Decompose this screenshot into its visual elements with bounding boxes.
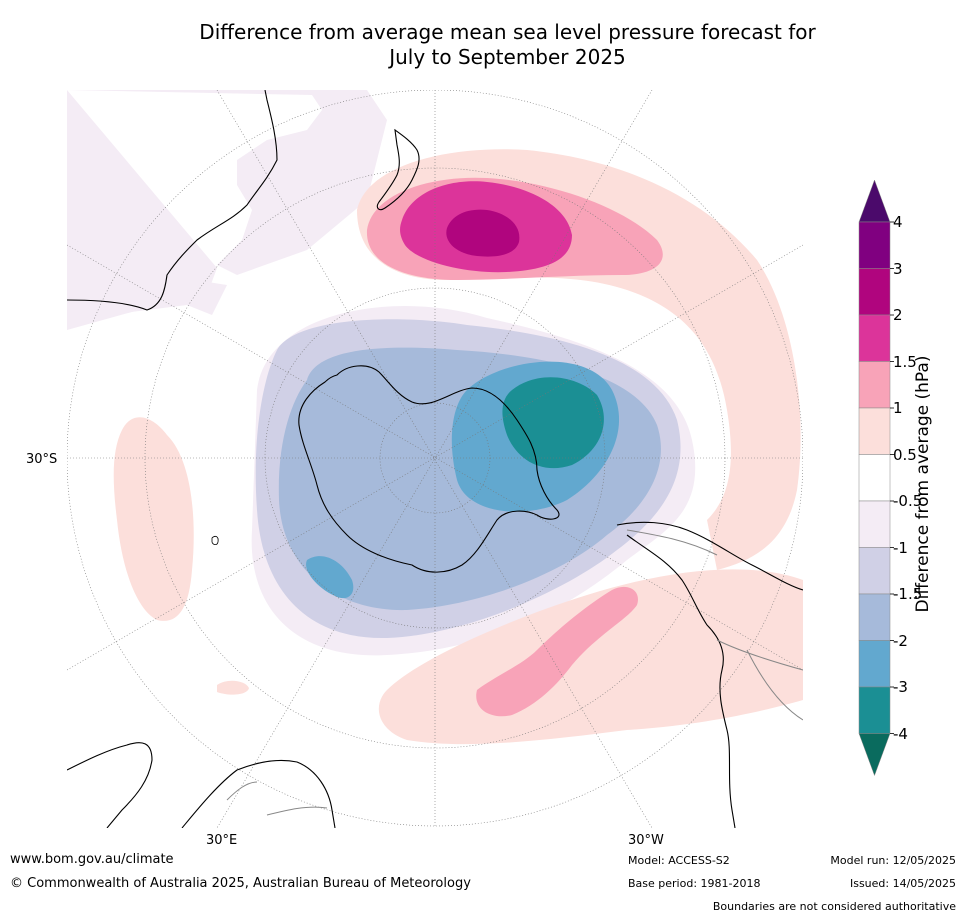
chart-title: Difference from average mean sea level p… (150, 20, 865, 70)
colorbar-bin (858, 361, 891, 409)
footer-disclaimer: Boundaries are not considered authoritat… (712, 900, 956, 913)
colorbar-bin (858, 593, 891, 641)
title-line-1: Difference from average mean sea level p… (199, 20, 816, 44)
colorbar-tick-label: -4 (893, 724, 908, 743)
colorbar-bin (858, 686, 891, 734)
anomaly-neg3 (502, 377, 604, 469)
footer-model-run: Model run: 12/05/2025 (830, 854, 956, 867)
anomaly-neg05-west (67, 260, 227, 320)
colorbar-tick-label: -0.5 (893, 492, 923, 510)
colorbar-bin (858, 547, 891, 595)
africa-borders (226, 781, 328, 816)
new-zealand-outline (376, 128, 420, 211)
colorbar-bin (858, 454, 891, 502)
colorbar-tick-label: -3 (893, 678, 908, 696)
colorbar-tick-label: -1.5 (893, 585, 923, 603)
colorbar-title: Difference from average (hPa) (913, 355, 933, 613)
pressure-anomaly-map (67, 90, 803, 828)
colorbar-bin (858, 407, 891, 455)
colorbar-tick-label: 2 (893, 306, 903, 324)
footer-issued: Issued: 14/05/2025 (849, 877, 956, 890)
colorbar-tick-label: -2 (893, 631, 908, 650)
footer-model: Model: ACCESS-S2 (628, 854, 730, 867)
colorbar-bin (858, 733, 891, 777)
anomaly-neg05-northwest (67, 90, 387, 330)
anomaly-pos1-south (476, 586, 638, 717)
africa-outline (67, 742, 336, 828)
australia-outline (67, 90, 278, 311)
graticule (67, 90, 803, 828)
colorbar (858, 180, 894, 777)
anomaly-pos2 (446, 209, 520, 257)
antarctica-outline (298, 365, 560, 573)
colorbar-bin (858, 180, 891, 223)
colorbar-ticks (890, 221, 894, 734)
colorbar-bin (858, 640, 891, 688)
colorbar-tick-label: 1 (893, 399, 903, 417)
colorbar-tick-label: -1 (893, 538, 908, 557)
footer-copyright: © Commonwealth of Australia 2025, Austra… (10, 876, 471, 891)
colorbar-bin (858, 500, 891, 548)
colorbar-bin (858, 268, 891, 316)
anomaly-neg2-small (306, 556, 354, 599)
south-america-outline (616, 521, 803, 828)
footer-base-period: Base period: 1981-2018 (628, 877, 761, 890)
label-30s: 30°S (26, 452, 58, 467)
anomaly-pos05-small-1 (217, 680, 249, 695)
madagascar-outline (211, 535, 219, 546)
footer-website[interactable]: www.bom.gov.au/climate (10, 852, 174, 867)
title-line-2: July to September 2025 (389, 45, 626, 69)
anomaly-pos05-west-isle (113, 417, 194, 621)
colorbar-bin (858, 221, 891, 269)
map-svg (67, 90, 803, 828)
colorbar-tick-label: 0.5 (893, 445, 917, 464)
colorbar-bin (858, 314, 891, 362)
label-30e: 30°E (206, 833, 238, 848)
label-30w: 30°W (628, 833, 664, 848)
colorbar-tick-label: 1.5 (893, 352, 917, 371)
colorbar-tick-label: 3 (893, 259, 903, 278)
colorbar-tick-label: 4 (893, 213, 903, 231)
colorbar-bins (858, 180, 891, 777)
south-america-borders (626, 529, 803, 721)
